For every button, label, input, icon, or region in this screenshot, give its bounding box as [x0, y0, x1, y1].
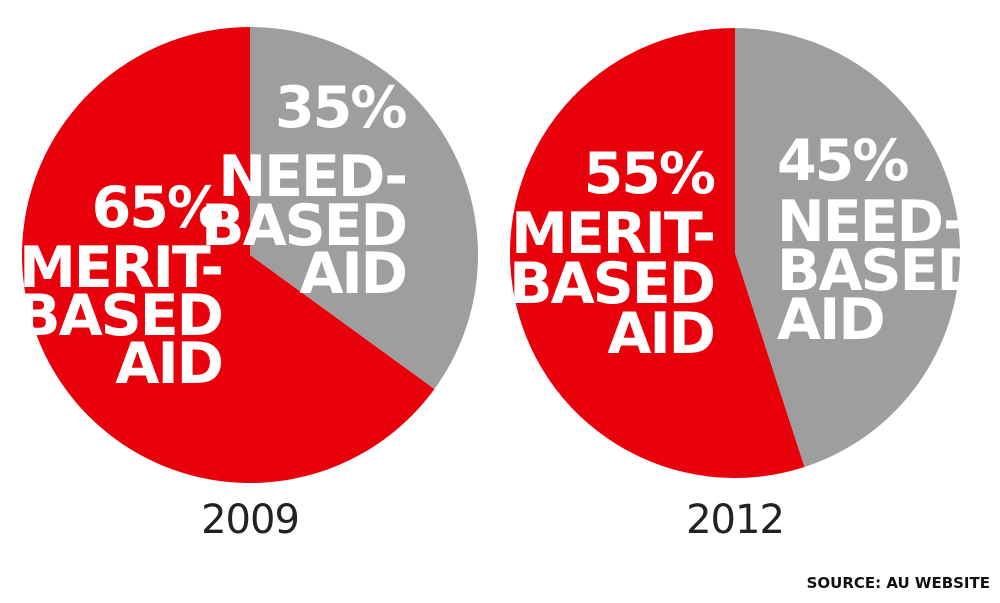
pie-2009-need-line3: AID — [299, 241, 406, 307]
pie-2012-need-line1: NEED- — [777, 189, 965, 255]
pie-2012-merit-slice — [509, 28, 805, 478]
pie-2012-merit-line2: BASED — [509, 251, 714, 317]
pie-2009-need-percent: 35% — [275, 75, 406, 141]
pie-2012-merit-line1: MERIT- — [511, 201, 714, 267]
pie-2012-need-percent: 45% — [777, 128, 908, 194]
pie-2009-merit-line2: BASED — [17, 283, 222, 349]
pie-2012-merit-line3: AID — [607, 301, 714, 367]
pie-2012-need-slice — [735, 28, 960, 467]
pie-2009-need-line2: BASED — [201, 193, 406, 259]
pie-2012-merit-percent: 55% — [584, 141, 715, 207]
pie-2009-need-slice — [250, 27, 478, 390]
pie-2009-merit-slice — [21, 27, 435, 484]
source-note: SOURCE: AU WEBSITE — [807, 574, 990, 592]
pie-chart-2009: 65% MERIT- BASED AID 35% NEED- BASED AID… — [17, 27, 478, 543]
pie-2009-need-line1: NEED- — [218, 144, 406, 210]
pie-2012-need-line3: AID — [777, 287, 884, 353]
pie-2012-need-line2: BASED — [777, 238, 982, 304]
pie-2009-merit-percent: 65% — [92, 175, 223, 241]
pie-2009-year-label: 2009 — [201, 497, 299, 543]
pie-2012-year-label: 2012 — [686, 497, 784, 543]
pie-2009-merit-line1: MERIT- — [19, 235, 222, 301]
pie-2009-merit-line3: AID — [115, 331, 222, 397]
pie-chart-2012: 55% MERIT- BASED AID 45% NEED- BASED AID… — [509, 28, 984, 543]
